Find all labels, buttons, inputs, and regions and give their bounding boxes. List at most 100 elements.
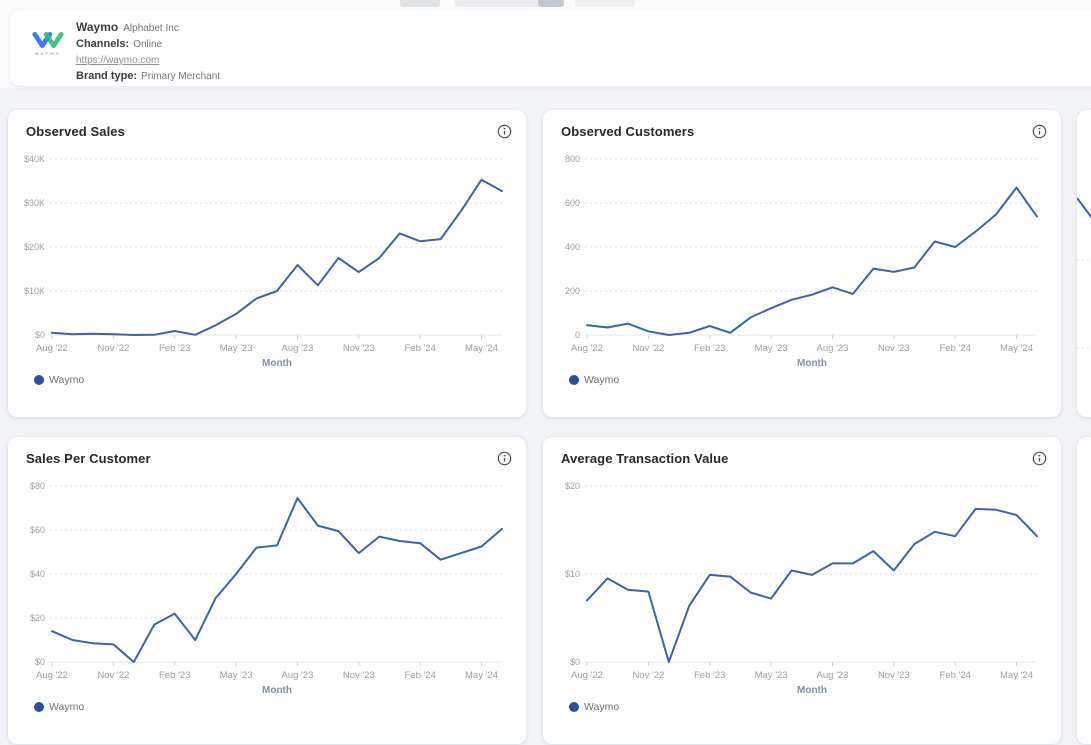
svg-text:Feb '23: Feb '23 bbox=[159, 343, 190, 354]
chart-canvas: $0 $20 $40 $60 $80 Aug '22 Nov '22 Feb '23 May '… bbox=[30, 481, 503, 696]
legend-dot bbox=[34, 702, 44, 712]
legend-dot bbox=[569, 375, 579, 385]
waymo-logo: WAYMO bbox=[28, 30, 68, 56]
svg-text:Aug '22: Aug '22 bbox=[571, 343, 603, 354]
svg-text:Aug '23: Aug '23 bbox=[282, 343, 314, 354]
cropped-toolbar-remnant bbox=[400, 0, 440, 7]
chart-legend: Waymo bbox=[569, 701, 1061, 713]
info-icon[interactable] bbox=[497, 124, 512, 139]
svg-text:$0: $0 bbox=[35, 330, 45, 340]
line-chart-average-transaction-value: $0 $10 $20 Aug '22 Nov '22 Feb '23 May '23 Aug … bbox=[551, 470, 1053, 705]
svg-text:Nov '22: Nov '22 bbox=[632, 343, 664, 354]
svg-text:0: 0 bbox=[575, 330, 580, 340]
chart-canvas: $0 $10K $20K $30K $40K Aug '22 Nov '22 Feb '23 M… bbox=[24, 154, 503, 369]
svg-text:May '24: May '24 bbox=[465, 670, 498, 681]
svg-text:Feb '23: Feb '23 bbox=[159, 670, 190, 681]
svg-text:Nov '22: Nov '22 bbox=[632, 670, 664, 681]
chart-title: Observed Sales bbox=[26, 124, 125, 139]
svg-text:$20: $20 bbox=[565, 481, 580, 491]
svg-text:200: 200 bbox=[565, 286, 580, 296]
svg-text:Nov '23: Nov '23 bbox=[343, 670, 375, 681]
partial-chart bbox=[1076, 197, 1091, 349]
svg-text:$10K: $10K bbox=[24, 286, 45, 296]
svg-text:$20: $20 bbox=[30, 613, 45, 623]
svg-text:$0: $0 bbox=[35, 657, 45, 667]
svg-text:Feb '23: Feb '23 bbox=[694, 343, 725, 354]
legend-label: Waymo bbox=[49, 374, 85, 386]
svg-text:$40K: $40K bbox=[24, 154, 45, 164]
svg-text:$20K: $20K bbox=[24, 242, 45, 252]
brand-type-label: Brand type: bbox=[76, 69, 138, 82]
company-name: Alphabet Inc bbox=[123, 23, 179, 34]
chart-canvas: $0 $10 $20 Aug '22 Nov '22 Feb '23 May '23 Aug … bbox=[565, 481, 1038, 696]
chart-title: Average Transaction Value bbox=[561, 451, 729, 466]
svg-text:Nov '22: Nov '22 bbox=[97, 670, 129, 681]
line-chart-sales-per-customer: $0 $20 $40 $60 $80 Aug '22 Nov '22 Feb '23 May '… bbox=[16, 470, 518, 705]
svg-text:600: 600 bbox=[565, 198, 580, 208]
svg-text:Aug '22: Aug '22 bbox=[36, 670, 68, 681]
info-icon[interactable] bbox=[1032, 124, 1047, 139]
svg-text:Nov '22: Nov '22 bbox=[97, 343, 129, 354]
svg-text:May '23: May '23 bbox=[755, 343, 788, 354]
svg-text:Month: Month bbox=[262, 685, 292, 696]
channels-label: Channels: bbox=[76, 37, 130, 50]
svg-text:$0: $0 bbox=[570, 657, 580, 667]
legend-label: Waymo bbox=[584, 701, 620, 713]
svg-text:May '23: May '23 bbox=[220, 670, 253, 681]
partial-chart-card bbox=[1077, 437, 1091, 744]
svg-text:May '24: May '24 bbox=[1000, 670, 1033, 681]
info-icon[interactable] bbox=[497, 451, 512, 466]
svg-text:$80: $80 bbox=[30, 481, 45, 491]
svg-text:800: 800 bbox=[565, 154, 580, 164]
cropped-toolbar-remnant bbox=[538, 0, 564, 7]
svg-text:Feb '24: Feb '24 bbox=[940, 343, 971, 354]
svg-text:Feb '24: Feb '24 bbox=[940, 670, 971, 681]
svg-text:$40: $40 bbox=[30, 569, 45, 579]
svg-text:May '23: May '23 bbox=[755, 670, 788, 681]
legend-dot bbox=[569, 702, 579, 712]
svg-text:May '24: May '24 bbox=[465, 343, 498, 354]
partial-chart-card bbox=[1076, 110, 1091, 417]
merchant-header-card: WAYMO Waymo Alphabet Inc Channels: Online … bbox=[10, 10, 1091, 86]
svg-text:Feb '24: Feb '24 bbox=[405, 343, 436, 354]
svg-text:$60: $60 bbox=[30, 525, 45, 535]
chart-title: Sales Per Customer bbox=[26, 451, 151, 466]
svg-text:Nov '23: Nov '23 bbox=[878, 670, 910, 681]
svg-text:Month: Month bbox=[797, 685, 827, 696]
chart-title: Observed Customers bbox=[561, 124, 695, 139]
legend-label: Waymo bbox=[49, 701, 85, 713]
chart-card-average-transaction-value: Average Transaction Value $0 $10 $20 Aug '2… bbox=[543, 437, 1061, 744]
svg-text:$30K: $30K bbox=[24, 198, 45, 208]
svg-text:Aug '23: Aug '23 bbox=[282, 670, 314, 681]
chart-card-observed-sales: Observed Sales $0 $10K $20K $30K $40K Aug '22… bbox=[8, 110, 526, 417]
svg-text:May '24: May '24 bbox=[1000, 343, 1033, 354]
waymo-logo-icon bbox=[32, 31, 64, 49]
info-icon[interactable] bbox=[1032, 451, 1047, 466]
svg-text:Aug '23: Aug '23 bbox=[817, 343, 849, 354]
brand-type-value: Primary Merchant bbox=[141, 70, 221, 82]
svg-text:May '23: May '23 bbox=[220, 343, 253, 354]
chart-legend: Waymo bbox=[34, 374, 526, 386]
chart-legend: Waymo bbox=[569, 374, 1061, 386]
line-chart-observed-sales: $0 $10K $20K $30K $40K Aug '22 Nov '22 Feb '23 M… bbox=[16, 143, 518, 378]
chart-card-sales-per-customer: Sales Per Customer $0 $20 $40 $60 $80 Aug '22… bbox=[8, 437, 526, 744]
svg-text:Aug '22: Aug '22 bbox=[36, 343, 68, 354]
chart-card-observed-customers: Observed Customers 0 200 400 600 800 Aug '22 N… bbox=[543, 110, 1061, 417]
cropped-toolbar-remnant bbox=[575, 0, 635, 7]
svg-text:400: 400 bbox=[565, 242, 580, 252]
line-chart-observed-customers: 0 200 400 600 800 Aug '22 Nov '22 Feb '23 May '2… bbox=[551, 143, 1053, 378]
svg-text:Feb '23: Feb '23 bbox=[694, 670, 725, 681]
legend-dot bbox=[34, 375, 44, 385]
svg-text:Aug '22: Aug '22 bbox=[571, 670, 603, 681]
chart-canvas: 0 200 400 600 800 Aug '22 Nov '22 Feb '23 May '2… bbox=[565, 154, 1038, 369]
svg-text:Nov '23: Nov '23 bbox=[878, 343, 910, 354]
merchant-url-link[interactable]: https://waymo.com bbox=[76, 55, 160, 66]
svg-text:$10: $10 bbox=[565, 569, 580, 579]
svg-text:Aug '23: Aug '23 bbox=[817, 670, 849, 681]
svg-text:Month: Month bbox=[262, 358, 292, 369]
brand-name: Waymo bbox=[76, 20, 119, 34]
svg-text:Nov '23: Nov '23 bbox=[343, 343, 375, 354]
legend-label: Waymo bbox=[584, 374, 620, 386]
chart-legend: Waymo bbox=[34, 701, 526, 713]
cropped-toolbar-remnant bbox=[455, 0, 545, 7]
